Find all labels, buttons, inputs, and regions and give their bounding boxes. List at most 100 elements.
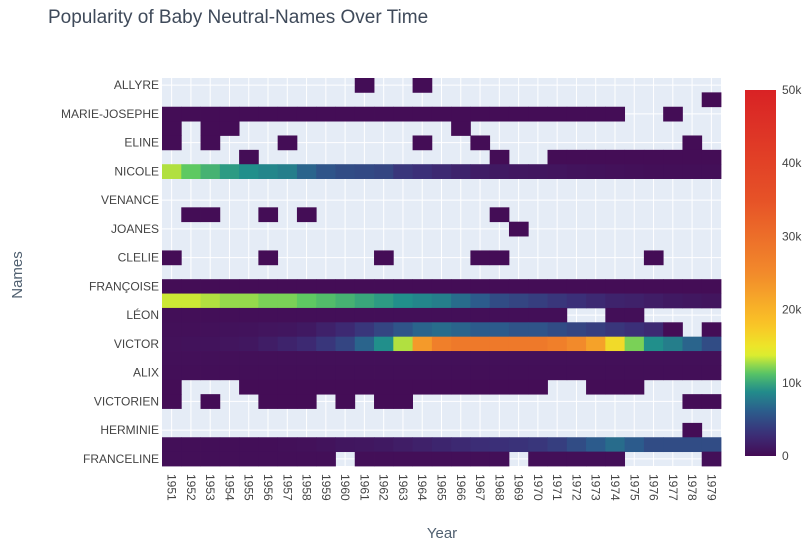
heatmap-cell [412,135,433,151]
heatmap-cell [200,207,221,223]
heatmap-cell [200,135,221,151]
heatmap-cell [354,437,375,453]
heatmap-cell [393,322,413,338]
heatmap-cell [393,394,413,409]
heatmap-cell [605,279,626,294]
heatmap-cell [470,365,491,381]
heatmap-cell [586,451,606,467]
heatmap-cell [489,279,510,294]
heatmap-cell [258,293,279,309]
heatmap-cell [682,135,703,151]
colorbar-tick-label: 20k [782,303,802,317]
heatmap-cell [663,336,683,352]
heatmap-cell [605,437,626,453]
heatmap-cell [258,351,279,366]
heatmap-cell [605,336,626,352]
heatmap-cell [682,351,703,366]
x-tick-label: 1953 [203,474,217,501]
heatmap-cell [586,279,606,294]
heatmap-cell [412,293,433,309]
heatmap-cell [547,322,568,338]
plot-area [162,78,722,467]
heatmap-cell [258,322,279,338]
x-tick-label: 1977 [666,474,680,501]
heatmap-cell [470,451,491,467]
heatmap-cell [489,164,510,179]
heatmap-cell [335,279,356,294]
heatmap-cell [508,365,529,381]
heatmap-cell [412,106,433,122]
y-tick-label: ALLYRE [114,78,159,92]
heatmap-cell [239,451,259,467]
heatmap-cell [470,336,491,352]
heatmap-cell [586,336,606,352]
heatmap-cell [277,351,298,366]
heatmap-cell [219,279,240,294]
heatmap-cell [624,149,645,165]
heatmap-cell [296,379,317,395]
heatmap-cell [239,106,259,122]
heatmap-cell [354,307,375,323]
heatmap-cell [566,365,587,381]
heatmap-cell [605,365,626,381]
heatmap-cell [277,336,298,352]
heatmap-cell [258,379,279,395]
heatmap-cell [393,279,413,294]
heatmap-cell [701,394,722,409]
heatmap-cell [682,365,703,381]
heatmap-cell [412,164,433,179]
heatmap-cell [547,365,568,381]
heatmap-cell [663,437,683,453]
y-tick-label: LÉON [126,307,159,322]
heatmap-cell [277,106,298,122]
heatmap-cell [335,293,356,309]
heatmap-cell [296,351,317,366]
heatmap-cell [354,106,375,122]
y-axis-ticks: ALLYRE MARIE-JOSEPHE ELINE NICOLE VENANCE JOA… [61,78,159,466]
heatmap-cell [508,307,529,323]
heatmap-cell [296,293,317,309]
y-tick-label: HERMINIE [100,423,159,437]
heatmap-cell [354,279,375,294]
heatmap-cell [643,250,664,266]
x-tick-label: 1970 [531,474,545,501]
heatmap-cell [374,164,394,179]
heatmap-cell [566,149,587,165]
heatmap-cell [258,394,279,409]
heatmap-cell [451,351,471,366]
heatmap-cell [258,365,279,381]
heatmap-cell [200,437,221,453]
x-tick-label: 1962 [377,474,391,501]
x-tick-label: 1963 [396,474,410,501]
heatmap-cell [701,336,722,352]
heatmap-cell [162,379,182,395]
heatmap-cell [335,394,356,409]
heatmap-cell [470,307,491,323]
heatmap-cell [412,365,433,381]
heatmap-cell [277,279,298,294]
x-axis-ticks: 1951 1952 1953 1954 1955 1956 1957 1958 1959 1960… [165,474,719,501]
heatmap-cell [239,365,259,381]
heatmap-cell [451,164,471,179]
heatmap-cell [701,279,722,294]
heatmap-cell [701,365,722,381]
x-tick-label: 1974 [608,474,622,501]
heatmap-cell [277,164,298,179]
heatmap-cell [316,451,336,467]
heatmap-cell [335,365,356,381]
heatmap-cell [470,379,491,395]
heatmap-cell [296,207,317,223]
heatmap-cell [258,336,279,352]
heatmap-cell [296,106,317,122]
heatmap-cell [605,322,626,338]
y-axis-title: Names [9,251,26,299]
heatmap-cell [701,92,722,108]
x-tick-label: 1954 [222,474,236,501]
heatmap-cell [354,322,375,338]
heatmap-cell [663,164,683,179]
heatmap-cell [181,336,201,352]
x-tick-label: 1961 [357,474,371,501]
heatmap-cell [663,322,683,338]
heatmap-cell [335,307,356,323]
